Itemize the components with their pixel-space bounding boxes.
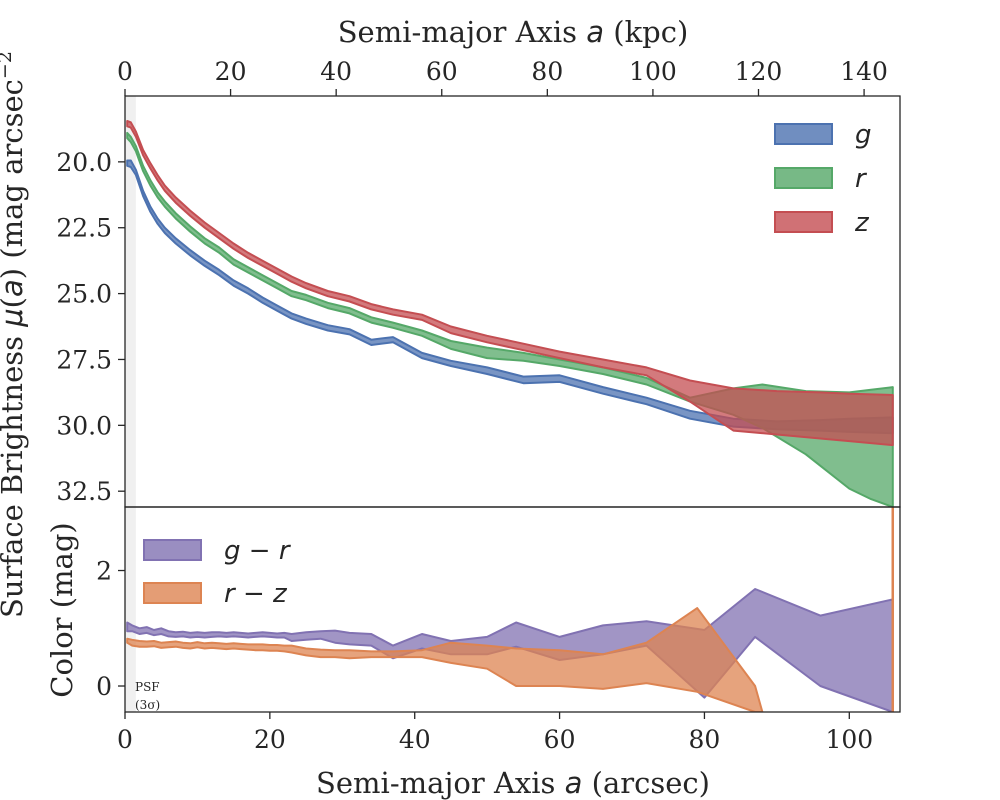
legend-swatch-z — [774, 211, 833, 233]
bottom-x-axis-title: Semi-major Axis a (arcsec) — [316, 766, 710, 800]
top-x-tick-label: 120 — [735, 57, 783, 86]
legend-label-g-minus-r: g − r — [224, 536, 292, 566]
x-tick-label: 40 — [399, 725, 431, 754]
surface-brightness-areas — [126, 120, 894, 507]
top-x-tick-label: 20 — [215, 57, 247, 86]
surface-brightness-legend: g r z — [774, 120, 872, 238]
legend-label-g: g — [855, 120, 872, 150]
x-tick-label: 100 — [825, 725, 873, 754]
top-panel-frame — [124, 95, 901, 508]
y-tick-label: 22.5 — [56, 214, 112, 243]
color-y-tick-label: 0 — [96, 672, 112, 701]
legend-swatch-g-minus-r — [143, 539, 202, 561]
x-tick-label: 20 — [254, 725, 286, 754]
top-x-tick-label: 80 — [531, 57, 563, 86]
surface-brightness-y-axis-title: Surface Brightness μ(a) (mag arcsec−2 — [0, 51, 29, 618]
x-tick-label: 60 — [544, 725, 576, 754]
psf-label: PSF — [135, 680, 160, 694]
bottom-panel-frame — [124, 506, 901, 713]
psf-sigma-label: (3σ) — [135, 698, 160, 712]
color-areas — [126, 588, 894, 712]
top-x-axis-title: Semi-major Axis a (kpc) — [338, 15, 689, 49]
y-tick-label: 30.0 — [56, 411, 112, 440]
legend-swatch-g — [774, 123, 833, 145]
legend-swatch-r-minus-z — [143, 582, 202, 604]
top-x-tick-label: 60 — [426, 57, 458, 86]
legend-label-r-minus-z: r − z — [224, 579, 288, 609]
psf-band — [125, 96, 136, 712]
x-tick-label: 0 — [117, 725, 133, 754]
y-tick-label: 20.0 — [56, 148, 112, 177]
legend-label-z: z — [854, 208, 870, 238]
legend-label-r: r — [855, 164, 868, 194]
surface-brightness-band-r — [126, 131, 894, 507]
legend-swatch-r — [774, 167, 833, 189]
top-x-tick-label: 100 — [629, 57, 677, 86]
top-x-tick-label: 140 — [840, 57, 888, 86]
x-tick-label: 80 — [689, 725, 721, 754]
top-x-tick-label: 40 — [320, 57, 352, 86]
color-y-axis-title: Color (mag) — [45, 522, 79, 697]
y-tick-label: 25.0 — [56, 280, 112, 309]
color-y-tick-label: 2 — [96, 557, 112, 586]
surface-brightness-band-z — [126, 120, 894, 447]
psf-band-group — [125, 96, 136, 712]
color-band-r-minus-z — [126, 607, 764, 712]
color-legend: g − r r − z — [143, 536, 292, 609]
top-x-tick-label: 0 — [117, 57, 133, 86]
y-tick-label: 27.5 — [56, 345, 112, 374]
y-tick-label: 32.5 — [56, 477, 112, 506]
